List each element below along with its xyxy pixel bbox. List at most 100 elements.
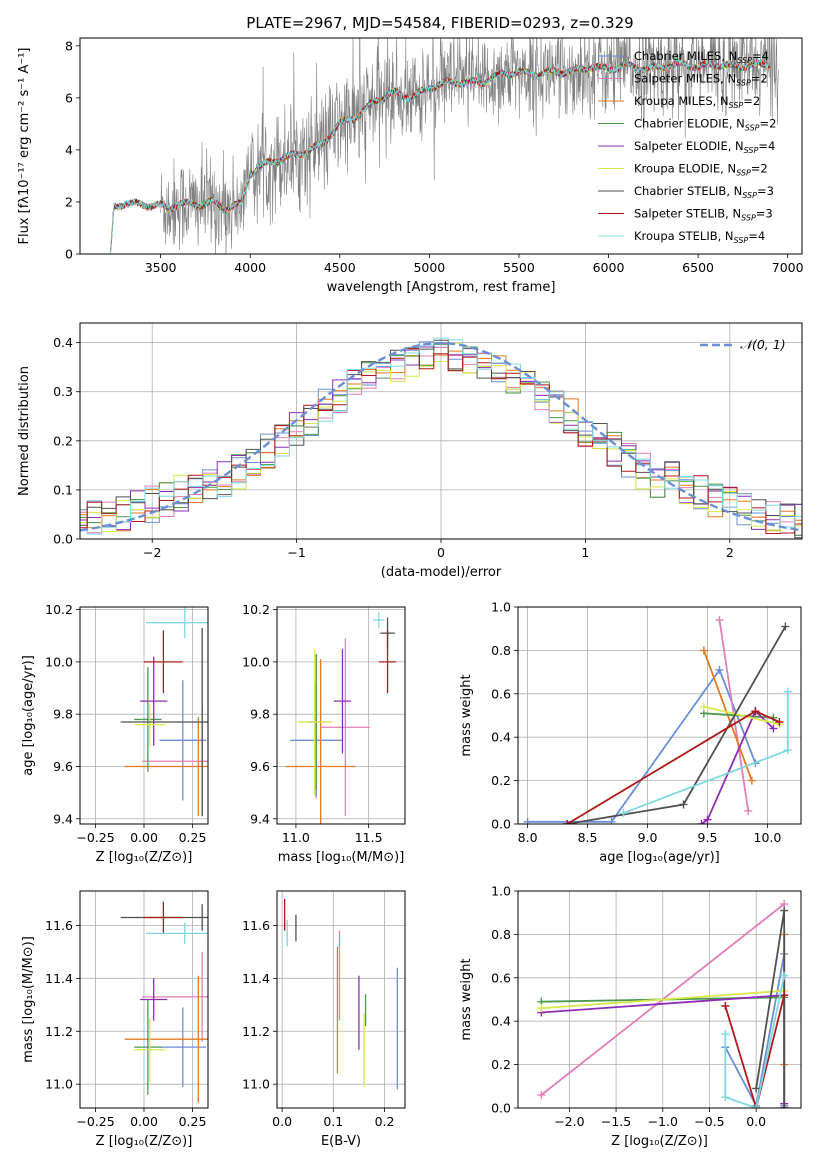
legend-label: Salpeter ELODIE, NSSP=4: [634, 139, 775, 155]
y-tick-label: 1.0: [491, 600, 511, 615]
x-tick-label: 4000: [234, 260, 266, 275]
legend-sub: SSP: [744, 146, 759, 155]
panel-weight_vs_Z: −2.0 −1.5 −1.0 −0.5 0.0 0.0 0.2 0.4 0.6 0.8 1.0 Z […: [459, 884, 802, 1149]
legend-sub: SSP: [736, 169, 751, 178]
weight-marker: [783, 746, 792, 755]
x-tick-label: 0.00: [130, 830, 158, 845]
grid-age_vs_Z: [80, 607, 208, 824]
legend-label: Salpeter STELIB, NSSP=3: [634, 207, 773, 223]
x-tick-label: 0.0: [272, 1114, 292, 1129]
model-spectrum-5: [110, 58, 770, 254]
y-tick-label: 0.2: [53, 433, 73, 448]
y-axis-label: mass weight: [459, 958, 474, 1040]
model-spectrum-1: [110, 59, 771, 250]
y-tick-label: 9.8: [250, 707, 270, 722]
x-tick-label: −2: [143, 545, 161, 560]
y-tick-label: 10.2: [242, 602, 270, 617]
x-tick-label: 0: [437, 545, 445, 560]
weight-line-7: [724, 994, 786, 1108]
residual-histogram-1: [80, 347, 802, 536]
x-tick-label: 2: [726, 545, 734, 560]
x-axis-label: Z [log₁₀(Z/Z⊙)]: [96, 1134, 193, 1149]
plot-area-weight_vs_age: [523, 616, 792, 824]
x-tick-label: 0.2: [375, 1114, 395, 1129]
residual-histogram-8: [80, 337, 802, 535]
model-spectrum-6: [110, 60, 771, 250]
grid-mass_vs_EBV: [277, 891, 405, 1108]
plot-area-spectrum: [110, 38, 779, 254]
weight-line-6: [567, 626, 787, 824]
legend-sub: SSP: [737, 56, 752, 65]
weight-marker: [721, 1093, 730, 1102]
x-tick-label: −1.0: [648, 1114, 678, 1129]
weight-marker: [721, 1030, 730, 1039]
x-axis-label: age [log₁₀(age/yr)]: [599, 850, 720, 865]
y-axis-label: Normed distribution: [17, 366, 32, 496]
y-tick-label: 9.4: [53, 811, 73, 826]
plot-area-residuals: [80, 337, 802, 539]
y-tick-label: 0.3: [53, 384, 73, 399]
x-tick-label: −0.5: [694, 1114, 724, 1129]
weight-marker: [619, 809, 628, 818]
weight-marker: [537, 1090, 546, 1099]
weight-marker: [783, 687, 792, 696]
legend-label: Chabrier ELODIE, NSSP=2: [634, 117, 776, 133]
weight-line-5: [703, 705, 780, 726]
legend-label: Kroupa MILES, NSSP=2: [634, 94, 760, 110]
legend-count: =3: [756, 207, 773, 221]
weight-line-8: [623, 691, 789, 814]
y-tick-label: 10.0: [242, 654, 270, 669]
legend-label: Chabrier STELIB, NSSP=3: [634, 184, 774, 200]
plot-area-weight_vs_Z: [537, 900, 789, 1108]
x-tick-label: 6000: [593, 260, 625, 275]
y-tick-label: 11.6: [242, 918, 270, 933]
weight-marker: [537, 1004, 546, 1013]
weight-marker: [703, 815, 712, 824]
weight-marker: [715, 616, 724, 625]
y-tick-label: 11.0: [45, 1077, 73, 1092]
x-tick-label: 11.5: [355, 830, 383, 845]
y-tick-label: 0.0: [491, 1101, 511, 1116]
weight-marker: [607, 817, 616, 824]
legend-label: Salpeter MILES, NSSP=2: [634, 72, 768, 88]
weight-marker: [769, 724, 778, 733]
weight-marker: [699, 702, 708, 711]
weight-marker: [752, 1104, 761, 1108]
y-tick-label: 0.0: [53, 532, 73, 547]
axes-frame: [79, 322, 803, 540]
legend-sub: SSP: [734, 236, 749, 245]
axes-frame: [276, 890, 406, 1109]
x-tick-label: −1.5: [601, 1114, 631, 1129]
y-tick-label: 9.6: [250, 759, 270, 774]
x-tick-label: −1: [287, 545, 305, 560]
y-tick-label: 9.8: [53, 707, 73, 722]
weight-marker: [679, 800, 688, 809]
grid-weight_vs_age: [518, 606, 801, 825]
y-tick-label: 0.2: [491, 1057, 511, 1072]
axes-frame: [517, 606, 802, 825]
weight-marker: [744, 806, 753, 815]
x-axis-label: wavelength [Angstrom, rest frame]: [327, 280, 556, 295]
legend-label: Kroupa STELIB, NSSP=4: [634, 229, 765, 245]
legend-sub: SSP: [741, 214, 756, 223]
y-tick-label: 11.6: [45, 918, 73, 933]
axes-frame: [79, 606, 209, 825]
axes-frame: [517, 890, 802, 1109]
x-axis-label: Z [log₁₀(Z/Z⊙)]: [611, 1134, 708, 1149]
x-tick-label: 9.5: [698, 830, 718, 845]
y-tick-label: 0.6: [491, 686, 511, 701]
x-axis-label: E(B-V): [321, 1134, 361, 1149]
legend-count: =2: [751, 162, 768, 176]
panel-spectrum: 3500 4000 4500 5000 5500 6000 6500 7000 0 2 4 6 8 wav…: [17, 37, 804, 295]
x-tick-label: 9.0: [638, 830, 658, 845]
weight-line-0: [527, 668, 757, 823]
axes-frame: [276, 606, 406, 825]
x-tick-label: 5000: [413, 260, 445, 275]
x-tick-label: −0.25: [76, 830, 114, 845]
x-tick-label: 4500: [324, 260, 356, 275]
x-tick-label: 1: [581, 545, 589, 560]
y-tick-label: 9.4: [250, 811, 270, 826]
x-tick-label: 0.25: [179, 1114, 207, 1129]
axes-frame: [79, 37, 803, 255]
